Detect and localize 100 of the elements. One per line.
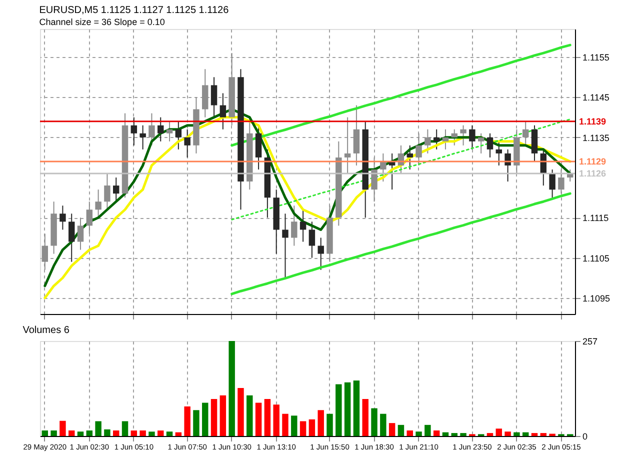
bar bbox=[130, 430, 138, 436]
bar bbox=[122, 421, 128, 436]
bar bbox=[158, 430, 164, 436]
bar bbox=[184, 406, 190, 436]
y-tick-label: 1.1115 bbox=[582, 213, 609, 224]
line-series bbox=[230, 44, 572, 147]
y-tick-label: 1.1095 bbox=[582, 293, 610, 304]
bar bbox=[264, 399, 271, 436]
candlestick bbox=[60, 205, 66, 230]
candlestick bbox=[184, 128, 190, 158]
bar bbox=[140, 430, 146, 436]
candlestick bbox=[148, 112, 155, 146]
y-tick-label: 0 bbox=[582, 432, 588, 442]
candlestick bbox=[469, 124, 476, 150]
bar bbox=[112, 430, 120, 436]
bar bbox=[50, 430, 57, 436]
candlestick bbox=[318, 237, 324, 270]
candlestick bbox=[496, 140, 502, 166]
candlestick bbox=[130, 116, 138, 146]
bar bbox=[68, 430, 75, 436]
bar bbox=[406, 430, 413, 436]
bar bbox=[282, 414, 288, 436]
bar bbox=[255, 402, 262, 436]
bar bbox=[353, 380, 360, 436]
chart-subtitle: Channel size = 36 Slope = 0.10 bbox=[39, 17, 165, 27]
bar bbox=[388, 423, 396, 436]
candlestick bbox=[95, 189, 102, 218]
bar bbox=[60, 420, 66, 436]
candlestick bbox=[210, 76, 218, 118]
line-series bbox=[230, 192, 572, 296]
candlestick bbox=[68, 213, 75, 262]
bar bbox=[193, 410, 200, 436]
bar bbox=[451, 433, 458, 436]
bar bbox=[300, 421, 306, 436]
bar bbox=[228, 341, 235, 436]
candlestick bbox=[549, 168, 556, 198]
chart-title: EURUSD,M5 1.1125 1.1127 1.1125 1.1126 bbox=[39, 5, 230, 16]
bar bbox=[291, 416, 298, 436]
candlestick bbox=[140, 124, 146, 150]
bar bbox=[416, 432, 422, 436]
candlestick bbox=[282, 213, 288, 278]
bar bbox=[362, 399, 368, 436]
candlestick bbox=[220, 92, 226, 130]
candlestick bbox=[112, 177, 120, 202]
y-tick-label: 1.1105 bbox=[582, 253, 610, 264]
chart-title: Volumes 6 bbox=[22, 325, 70, 336]
candlestick bbox=[300, 209, 306, 242]
candlestick bbox=[308, 221, 316, 258]
bar bbox=[371, 408, 378, 436]
y-tick-label: 257 bbox=[582, 336, 598, 346]
ref-line-label: 1.1139 bbox=[579, 116, 606, 126]
line-series bbox=[231, 118, 571, 220]
candlestick bbox=[380, 152, 386, 182]
bar bbox=[540, 433, 547, 436]
candlestick bbox=[158, 116, 164, 142]
bar bbox=[531, 433, 538, 436]
candlestick bbox=[522, 120, 529, 146]
candlestick bbox=[416, 132, 422, 166]
ref-line-label: 1.1129 bbox=[579, 156, 606, 166]
bar bbox=[460, 433, 466, 436]
ref-line-label: 1.1126 bbox=[579, 168, 606, 179]
candlestick bbox=[478, 132, 484, 154]
bar bbox=[486, 433, 494, 436]
bar bbox=[86, 430, 93, 436]
candlestick bbox=[104, 173, 110, 210]
candlestick bbox=[442, 128, 449, 150]
bar bbox=[326, 414, 333, 436]
y-tick-label: 1.1145 bbox=[582, 92, 610, 103]
bar bbox=[344, 382, 351, 436]
bar bbox=[77, 432, 84, 436]
bar bbox=[95, 421, 102, 436]
candlestick bbox=[77, 217, 84, 250]
bar bbox=[398, 424, 404, 436]
y-tick-label: 1.1155 bbox=[582, 52, 610, 63]
bar bbox=[104, 429, 110, 436]
bar bbox=[433, 430, 440, 436]
bar bbox=[220, 395, 226, 436]
candlestick bbox=[371, 156, 378, 202]
candlestick bbox=[504, 148, 511, 182]
bar bbox=[273, 404, 280, 436]
candlestick bbox=[42, 233, 48, 270]
y-tick-label: 1.1135 bbox=[582, 132, 610, 143]
candlestick bbox=[291, 205, 298, 246]
candlestick bbox=[433, 128, 440, 150]
bar bbox=[442, 432, 449, 436]
bar bbox=[496, 428, 502, 436]
bar bbox=[504, 432, 511, 436]
bar bbox=[380, 414, 386, 436]
bar bbox=[202, 402, 208, 436]
bar bbox=[424, 424, 431, 436]
candlestick bbox=[424, 128, 431, 154]
candlestick bbox=[558, 168, 564, 194]
bar bbox=[522, 432, 529, 436]
bar bbox=[318, 410, 324, 436]
candlestick bbox=[451, 128, 458, 146]
candlestick bbox=[460, 124, 466, 146]
bar bbox=[238, 388, 244, 436]
bar bbox=[148, 432, 155, 436]
bar bbox=[42, 430, 48, 436]
candlestick bbox=[86, 201, 93, 234]
